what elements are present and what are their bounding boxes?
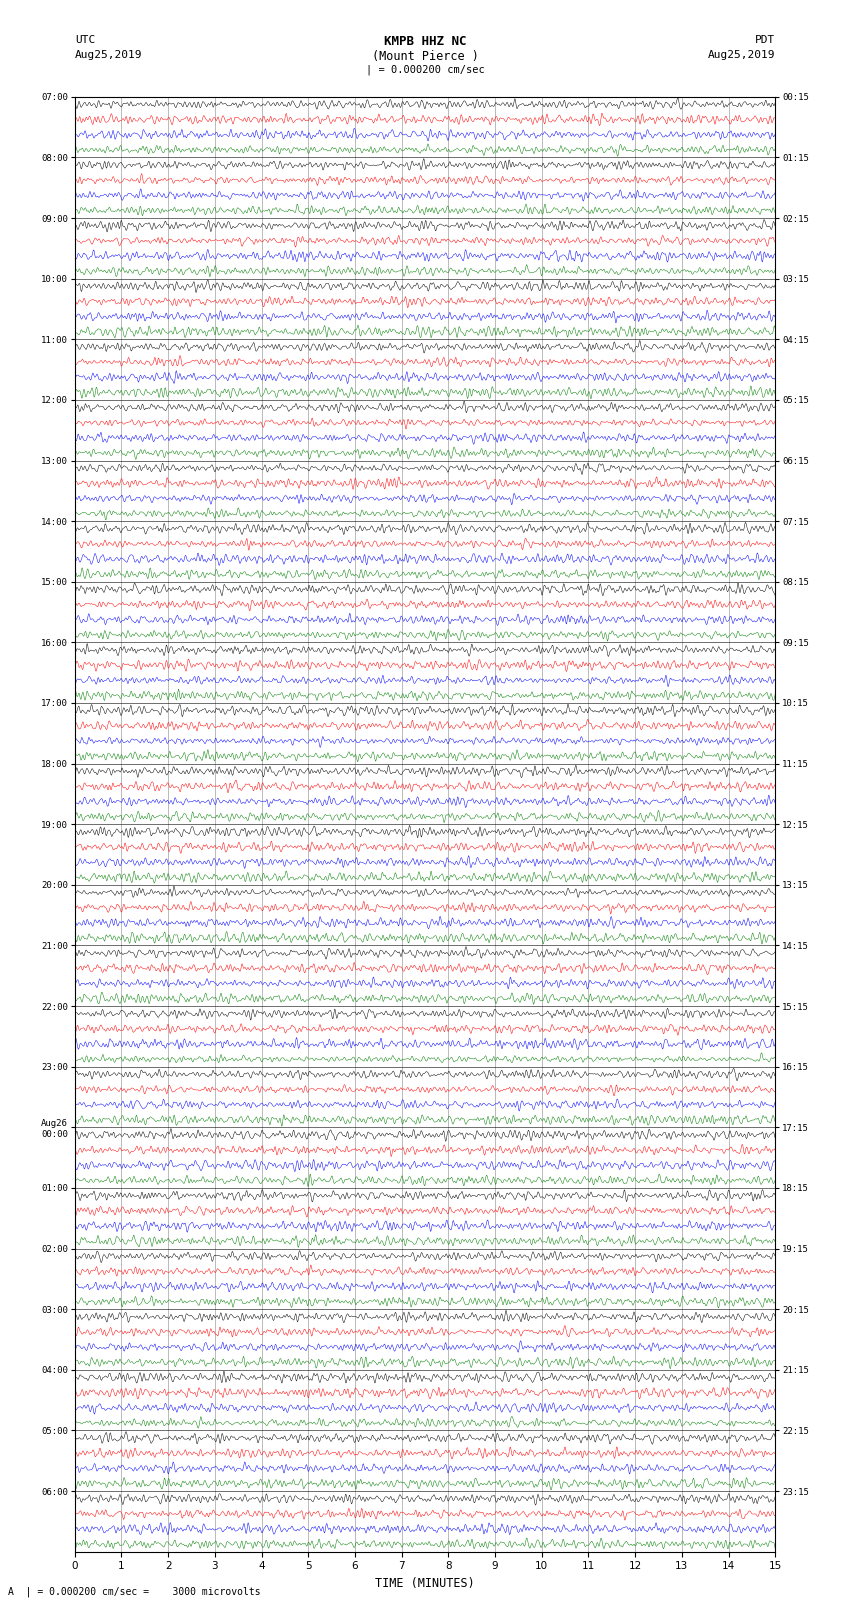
Text: UTC: UTC [75, 35, 95, 45]
Text: Aug25,2019: Aug25,2019 [75, 50, 142, 60]
Text: (Mount Pierce ): (Mount Pierce ) [371, 50, 479, 63]
Text: A  | = 0.000200 cm/sec =    3000 microvolts: A | = 0.000200 cm/sec = 3000 microvolts [8, 1586, 261, 1597]
X-axis label: TIME (MINUTES): TIME (MINUTES) [375, 1578, 475, 1590]
Text: PDT: PDT [755, 35, 775, 45]
Text: Aug25,2019: Aug25,2019 [708, 50, 775, 60]
Text: KMPB HHZ NC: KMPB HHZ NC [383, 35, 467, 48]
Text: | = 0.000200 cm/sec: | = 0.000200 cm/sec [366, 65, 484, 76]
